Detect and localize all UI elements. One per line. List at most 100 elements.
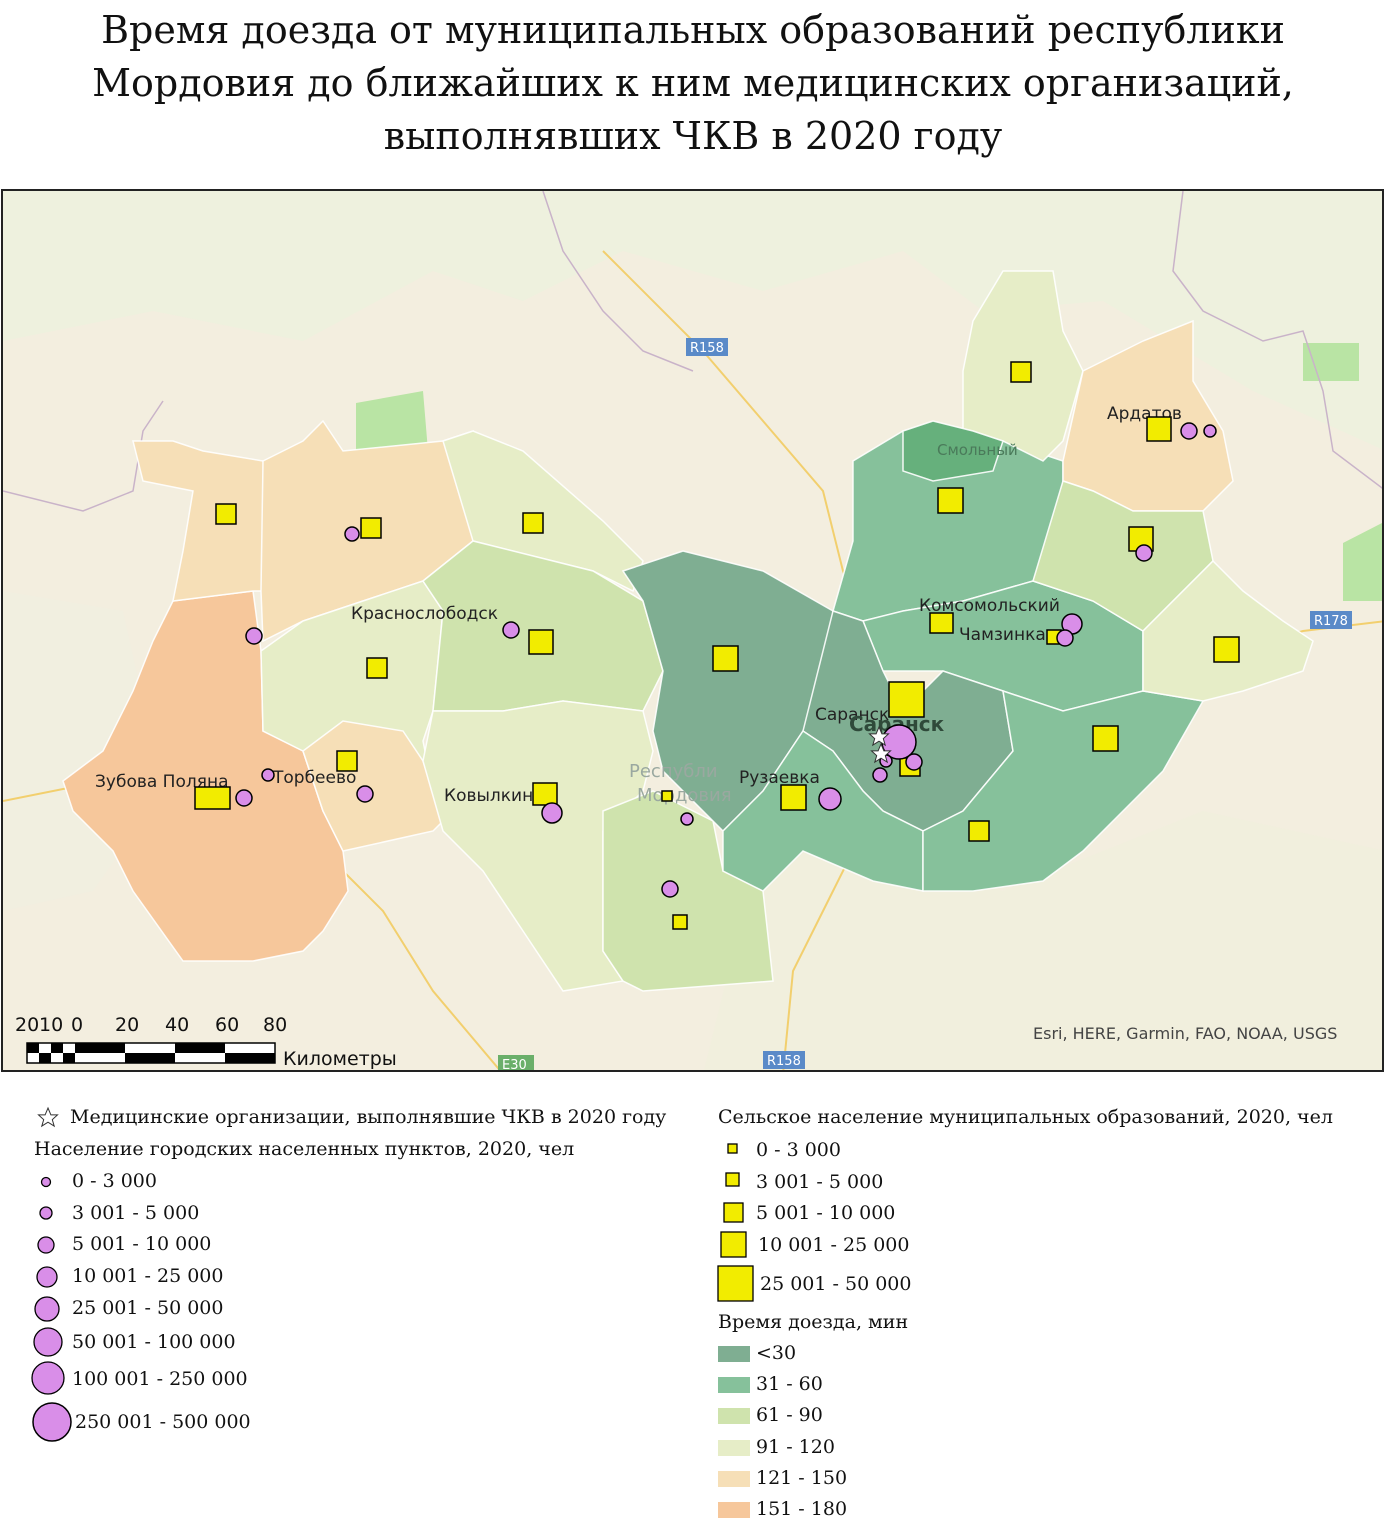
legend-time-swatch (718, 1502, 750, 1518)
scale-bar: 20 10 0 20 40 60 80 Километры (15, 1014, 397, 1070)
legend-rural-class: 5 001 - 10 000 (756, 1202, 896, 1224)
rural-marker (968, 820, 990, 842)
legend-urban-symbol (32, 1402, 72, 1442)
legend-time-swatch (718, 1440, 750, 1456)
legend-time-class: 91 - 120 (756, 1436, 835, 1458)
label-krasnoslobodsk: Краснослободск (351, 604, 498, 624)
urban-marker (1135, 544, 1153, 562)
legend-urban-symbol (34, 1296, 60, 1322)
urban-marker (356, 785, 374, 803)
legend-time-swatch (718, 1346, 750, 1362)
legend-time-class: 31 - 60 (756, 1373, 823, 1395)
urban-marker (818, 787, 842, 811)
scale-tick-label: 0 (71, 1014, 83, 1036)
legend-time-swatch (718, 1408, 750, 1424)
legend-urban-class: 25 001 - 50 000 (72, 1297, 224, 1319)
legend-time-class: 121 - 150 (756, 1467, 848, 1489)
legend-urban-symbol (37, 1236, 55, 1254)
star-icon (868, 725, 890, 747)
district-61-90 (602, 790, 774, 992)
legend-urban-title: Население городских населенных пунктов, … (34, 1138, 575, 1160)
title-line-2: Мордовия до ближайших к ним медицинских … (92, 61, 1294, 105)
urban-marker (235, 789, 253, 807)
park-area (356, 391, 428, 453)
rural-marker (937, 487, 964, 514)
urban-marker (905, 753, 923, 771)
label-republic-2: Мордовия (637, 785, 732, 806)
legend-urban-symbol (39, 1206, 53, 1220)
rural-marker (528, 629, 554, 655)
legend-time-title: Время доезда, мин (718, 1311, 909, 1333)
road-shield-label: R178 (1314, 614, 1348, 629)
legend-time-class: 151 - 180 (756, 1498, 848, 1520)
urban-marker (1180, 422, 1198, 440)
legend-time-class: 61 - 90 (756, 1404, 823, 1426)
label-komsomolsky: Комсомольский (919, 596, 1060, 616)
legend-urban-class: 0 - 3 000 (72, 1170, 157, 1192)
legend-urban-class: 3 001 - 5 000 (72, 1202, 200, 1224)
rural-marker (522, 512, 544, 534)
rural-marker (1010, 361, 1032, 383)
district-31-60-dark (902, 420, 1004, 482)
rural-marker (929, 612, 954, 634)
map-frame[interactable]: Ардатов Смольный Комсомольский Чамзинка … (1, 189, 1384, 1072)
road-shield (763, 1051, 805, 1069)
legend-urban-symbol (36, 1266, 58, 1288)
scale-tick-label: 60 (215, 1014, 239, 1036)
legend-urban-class: 100 001 - 250 000 (72, 1368, 248, 1390)
terrain-patch (3, 191, 1382, 450)
legend-rural-symbol (723, 1202, 744, 1223)
legend-time-swatch (718, 1377, 750, 1393)
legend-rural-class: 10 001 - 25 000 (758, 1234, 910, 1256)
legend-rural-symbol (717, 1265, 754, 1302)
district-61-90 (1032, 480, 1214, 632)
park-area (1343, 523, 1382, 601)
urban-marker (261, 768, 275, 782)
legend-rural-class: 25 001 - 50 000 (760, 1273, 912, 1295)
rural-marker (532, 782, 558, 806)
urban-marker (872, 767, 888, 783)
rural-marker (1213, 636, 1240, 663)
legend-urban-symbol (31, 1361, 65, 1395)
legend-rural-symbol (725, 1172, 740, 1187)
rural-marker (672, 914, 688, 930)
district-91-120 (1142, 559, 1314, 702)
rural-marker (1146, 416, 1172, 442)
legend-rural-symbol (727, 1143, 738, 1154)
legend-star-title: Медицинские организации, выполнявшие ЧКВ… (70, 1106, 667, 1128)
scale-tick-label: 40 (165, 1014, 189, 1036)
legend-rural-class: 3 001 - 5 000 (756, 1171, 884, 1193)
legend-rural-class: 0 - 3 000 (756, 1139, 841, 1161)
admin-boundaries (3, 191, 1382, 512)
rural-marker (888, 681, 925, 718)
legend-rural-title: Сельское население муниципальных образов… (718, 1106, 1333, 1128)
map-canvas[interactable]: Ардатов Смольный Комсомольский Чамзинка … (3, 191, 1384, 1072)
road-shield (1310, 611, 1352, 629)
label-chamzinka: Чамзинка (959, 625, 1046, 645)
urban-marker (502, 621, 520, 639)
road-shields: R158 R158 R178 E30 (498, 338, 1352, 1072)
urban-marker (245, 627, 263, 645)
district-121-150 (132, 440, 274, 602)
scale-tick-label: 10 (39, 1014, 63, 1036)
urban-marker (661, 880, 679, 898)
legend-urban-symbol (33, 1327, 63, 1357)
legend-urban-class: 5 001 - 10 000 (72, 1233, 212, 1255)
title-line-1: Время доезда от муниципальных образовани… (101, 8, 1285, 52)
rural-marker (336, 750, 358, 772)
rural-marker (1092, 725, 1119, 752)
map-title: Время доезда от муниципальных образовани… (0, 4, 1386, 163)
rural-population-markers (194, 361, 1240, 930)
rural-marker (194, 786, 231, 810)
road-shield-label: R158 (690, 341, 724, 356)
scale-unit-label: Километры (283, 1048, 397, 1070)
place-labels: Ардатов Смольный Комсомольский Чамзинка … (95, 404, 1182, 806)
pci-facilities (868, 725, 892, 764)
road-shield-label: E30 (502, 1058, 527, 1072)
legend-urban-class: 250 001 - 500 000 (75, 1411, 251, 1433)
label-kovylkino: Ковылкино (444, 786, 544, 806)
label-ruzaevka: Рузаевка (739, 768, 820, 788)
rural-marker (780, 784, 807, 811)
urban-marker (541, 802, 563, 824)
urban-marker (680, 812, 694, 826)
